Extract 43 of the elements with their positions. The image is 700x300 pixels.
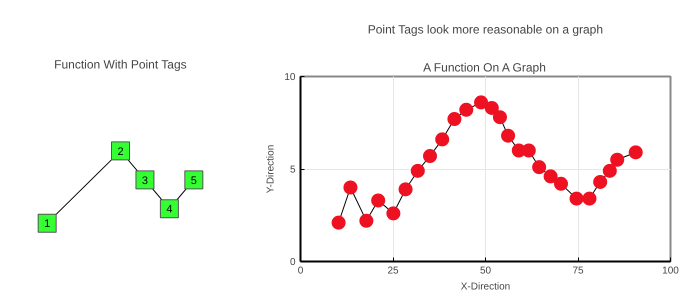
annotation: 3 (142, 174, 148, 187)
point (459, 102, 474, 117)
y-axis-title: Y-Direction (265, 144, 276, 194)
point (610, 152, 624, 167)
point (474, 95, 488, 110)
point (371, 193, 386, 208)
x-tick-label: 0 (298, 266, 304, 276)
point (544, 169, 558, 184)
x-tick-label: 50 (480, 266, 492, 276)
point (447, 112, 462, 126)
point (332, 216, 346, 230)
point (359, 214, 374, 228)
annotation: 5 (190, 174, 197, 187)
annotation: 4 (166, 204, 172, 216)
x-tick-label: 100 (662, 266, 680, 276)
y-tick-label: 0 (290, 257, 296, 268)
chart-title: Function With Point Tags (54, 58, 187, 72)
point (484, 100, 499, 115)
point (343, 180, 358, 194)
point (423, 149, 437, 164)
point (532, 160, 546, 174)
point (554, 176, 568, 191)
point (410, 164, 425, 178)
x-tick-label: 75 (572, 266, 584, 276)
point (570, 192, 584, 206)
point (501, 128, 516, 143)
x-axis-title: X-Direction (460, 282, 510, 292)
chart-title: Point Tags look more reasonable on a graph (368, 22, 604, 36)
point (435, 132, 450, 146)
y-tick-label: 5 (290, 164, 296, 176)
x-tick-label: 25 (387, 266, 399, 276)
point (582, 192, 596, 206)
point (492, 110, 507, 124)
annotation: 1 (44, 218, 50, 230)
point (398, 182, 413, 196)
point (628, 145, 643, 160)
annotation: 2 (117, 146, 124, 158)
point (386, 206, 400, 220)
chart-subtitle: A Function On A Graph (423, 60, 546, 74)
point (593, 174, 608, 189)
point (602, 164, 617, 178)
point (522, 144, 536, 158)
y-tick-label: 10 (284, 72, 296, 83)
